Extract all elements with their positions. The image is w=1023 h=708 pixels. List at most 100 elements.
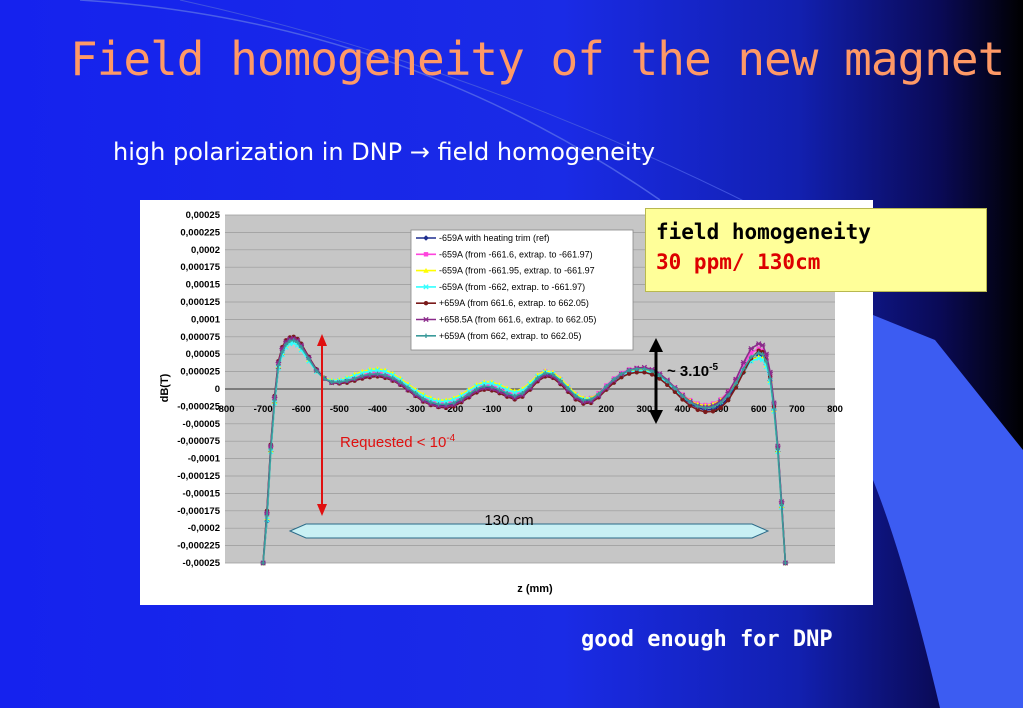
data-point xyxy=(279,349,285,355)
legend-entry: -659A (from -661.6, extrap. to -661.97) xyxy=(416,249,593,259)
data-point xyxy=(695,404,700,409)
data-point xyxy=(466,391,472,397)
data-point xyxy=(435,398,442,405)
legend-entry: +658.5A (from 661.6, extrap. to 662.05) xyxy=(416,315,596,325)
data-point xyxy=(481,380,487,387)
data-point xyxy=(756,350,761,356)
y-tick-label: 0,00005 xyxy=(186,349,221,360)
data-point xyxy=(295,340,300,345)
data-point xyxy=(520,390,525,396)
data-point xyxy=(748,354,754,360)
data-point xyxy=(443,402,449,407)
data-point xyxy=(283,342,289,347)
y-tick-label: -0,00005 xyxy=(182,419,220,430)
data-point xyxy=(680,393,685,399)
y-tick-label: 0,000225 xyxy=(180,227,220,238)
subtitle-tail: field homogeneity xyxy=(437,138,656,166)
x-tick-label: -700 xyxy=(254,404,273,415)
data-point xyxy=(360,373,365,378)
data-point xyxy=(299,345,304,350)
data-point xyxy=(687,400,693,405)
y-tick-label: -0,000125 xyxy=(177,471,221,482)
data-point xyxy=(748,346,754,352)
y-tick-label: 0 xyxy=(215,384,220,395)
x-tick-label: 300 xyxy=(636,404,652,415)
legend-swatch-marker xyxy=(423,301,429,306)
data-point xyxy=(703,405,708,410)
data-point xyxy=(367,372,373,377)
data-point xyxy=(634,366,639,372)
x-axis-label: z (mm) xyxy=(517,583,553,595)
legend-label: -659A (from -661.6, extrap. to -661.97) xyxy=(439,249,593,259)
data-point xyxy=(718,400,723,406)
y-tick-label: -0,000025 xyxy=(177,401,221,412)
legend-swatch-marker xyxy=(423,252,429,257)
data-point xyxy=(421,396,426,401)
data-point xyxy=(779,502,784,507)
legend-label: -659A with heating trim (ref) xyxy=(439,233,550,243)
legend-swatch-marker xyxy=(423,235,429,241)
data-point xyxy=(375,371,380,376)
length-label: 130 cm xyxy=(484,512,533,529)
y-tick-label: 0,000075 xyxy=(180,332,220,343)
data-point xyxy=(733,381,739,386)
data-point xyxy=(649,368,655,374)
data-point xyxy=(642,370,647,375)
data-point xyxy=(512,389,518,396)
data-point xyxy=(649,372,655,377)
y-tick-label: 0,00015 xyxy=(186,280,221,291)
amplitude-annotation: ~ 3.10-5 xyxy=(649,338,718,424)
data-point xyxy=(710,404,716,410)
data-point xyxy=(642,366,647,372)
requested-arrow-head-down xyxy=(317,504,327,516)
data-point xyxy=(726,397,731,403)
data-point xyxy=(504,387,510,393)
data-point xyxy=(596,391,601,397)
requested-arrow-head-up xyxy=(317,334,327,346)
legend-label: -659A (from -661.95, extrap. to -661.97 xyxy=(439,266,595,276)
highlight-heading: field homogeneity xyxy=(656,220,871,244)
data-point xyxy=(482,384,487,389)
x-tick-label: -100 xyxy=(482,404,501,415)
requested-label-exp: -4 xyxy=(446,433,455,444)
data-point xyxy=(291,338,296,343)
data-point xyxy=(496,383,503,389)
legend-swatch-marker xyxy=(423,267,429,273)
data-point xyxy=(672,386,678,391)
data-point xyxy=(367,368,373,374)
data-point xyxy=(287,338,293,344)
data-point xyxy=(413,390,418,396)
x-tick-label: 200 xyxy=(598,404,614,415)
highlight-value: 30 ppm/ 130cm xyxy=(656,250,821,274)
legend-entry: -659A (from -661.95, extrap. to -661.97 xyxy=(416,266,595,276)
data-point xyxy=(451,396,457,403)
x-tick-label: -300 xyxy=(406,404,425,415)
arrow-right-icon: → xyxy=(409,138,430,166)
data-point xyxy=(626,371,632,376)
data-point xyxy=(626,368,632,373)
data-point xyxy=(581,397,586,403)
data-point xyxy=(573,393,578,399)
x-tick-label: -800 xyxy=(215,404,234,415)
data-point xyxy=(759,342,766,348)
y-tick-label: 0,000025 xyxy=(180,367,220,378)
y-tick-label: -0,0002 xyxy=(188,523,220,534)
data-point xyxy=(657,372,662,378)
data-point xyxy=(726,393,731,398)
data-point xyxy=(314,368,319,374)
requested-label-base: Requested < 10 xyxy=(340,434,446,451)
y-tick-label: 0,0002 xyxy=(191,245,220,256)
data-point xyxy=(695,407,700,413)
data-point xyxy=(588,397,594,402)
data-point xyxy=(748,350,754,356)
x-tick-label: 700 xyxy=(789,404,805,415)
y-tick-label: -0,00015 xyxy=(182,488,220,499)
amplitude-arrow-head-up xyxy=(649,338,663,352)
data-point xyxy=(451,400,456,406)
data-point xyxy=(264,513,270,518)
data-point xyxy=(497,387,502,392)
data-point xyxy=(611,377,617,382)
data-point xyxy=(657,376,662,381)
slide-subtitle: high polarization in DNP → field homogen… xyxy=(113,138,655,166)
